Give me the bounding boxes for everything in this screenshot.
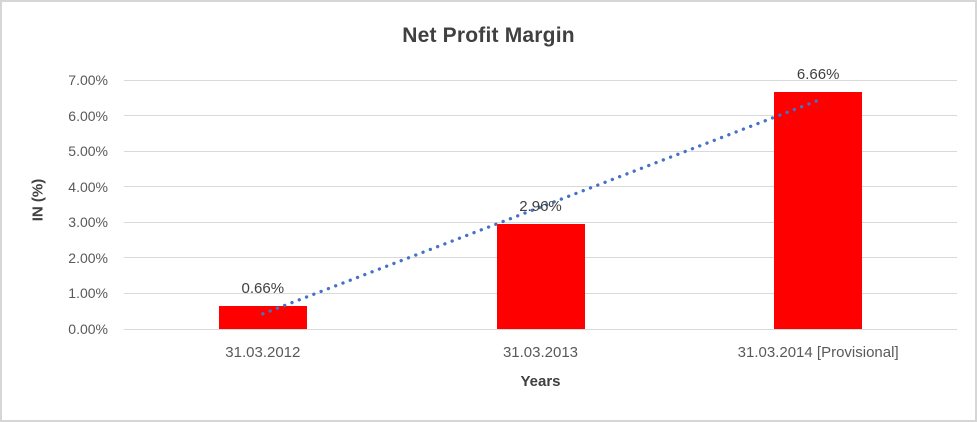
x-category-label: 31.03.2012 — [225, 344, 301, 361]
bar — [496, 223, 585, 329]
y-tick-label: 7.00% — [68, 72, 108, 88]
y-tick-label: 4.00% — [68, 178, 108, 195]
x-axis-title: Years — [520, 373, 561, 390]
bar — [218, 305, 307, 329]
gridline — [124, 79, 957, 81]
chart-title: Net Profit Margin — [402, 24, 575, 47]
bar — [774, 92, 863, 329]
y-tick-label: 6.00% — [68, 107, 108, 124]
y-tick-label: 5.00% — [68, 143, 108, 160]
data-label: 0.66% — [241, 279, 285, 297]
y-tick-label: 0.00% — [68, 321, 108, 337]
y-tick-label: 1.00% — [68, 285, 108, 302]
y-tick-label: 2.00% — [68, 249, 108, 266]
x-category-label: 31.03.2014 [Provisional] — [737, 344, 899, 361]
y-tick-label: 3.00% — [68, 214, 108, 231]
data-label: 2.96% — [519, 197, 562, 215]
x-category-label: 31.03.2013 — [502, 344, 579, 361]
data-label: 6.66% — [796, 66, 840, 84]
gridline — [124, 328, 957, 330]
